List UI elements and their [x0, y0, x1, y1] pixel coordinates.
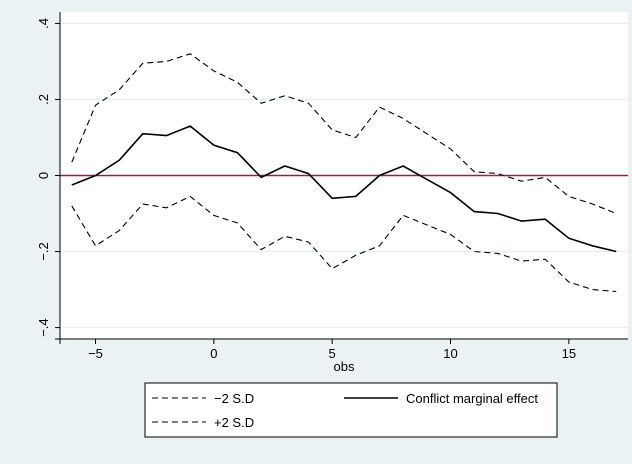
series-line-conflict-marginal-effect: [71, 125, 617, 253]
series-line-2-s-d: [71, 195, 617, 293]
legend-label-0: −2 S.D: [214, 391, 254, 406]
x-tick-label-1: 0: [210, 346, 217, 361]
series-layer: [71, 53, 617, 293]
legend-box: [144, 382, 558, 438]
axis-layer: −.4 −.2 0 .2 .4 −5 0 5 10 15: [36, 12, 628, 361]
x-tick-label-4: 15: [562, 346, 576, 361]
y-tick-label-4: .4: [36, 18, 51, 29]
y-tick-label-0: −.4: [36, 318, 51, 336]
y-tick-label-1: −.2: [36, 242, 51, 260]
y-tick-label-2: 0: [36, 172, 51, 179]
x-tick-label-2: 5: [329, 346, 336, 361]
x-tick-label-0: −5: [88, 346, 103, 361]
x-tick-label-3: 10: [443, 346, 457, 361]
x-axis-title: obs: [334, 359, 355, 374]
series-line-2-s-d: [71, 53, 617, 215]
y-tick-label-3: .2: [36, 94, 51, 105]
legend: −2 S.D Conflict marginal effect +2 S.D: [144, 382, 558, 438]
legend-label-2: +2 S.D: [214, 415, 254, 430]
legend-label-1: Conflict marginal effect: [406, 391, 538, 406]
